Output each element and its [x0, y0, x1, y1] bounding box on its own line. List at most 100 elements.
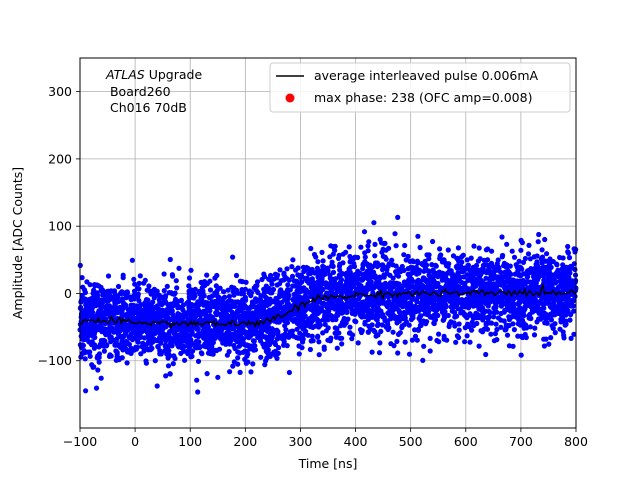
sample-point	[139, 329, 145, 335]
sample-point	[205, 350, 212, 356]
sample-point	[496, 267, 502, 273]
sample-point	[441, 317, 447, 323]
sample-point	[223, 334, 229, 340]
annotation-atlas: ATLAS	[105, 67, 145, 82]
sample-point	[538, 300, 544, 306]
sample-point	[333, 316, 339, 323]
sample-point	[286, 369, 292, 376]
sample-point	[488, 331, 494, 337]
sample-point	[84, 335, 90, 341]
sample-point	[506, 343, 512, 349]
sample-point	[156, 325, 162, 332]
sample-point	[410, 265, 416, 271]
sample-point	[175, 311, 181, 317]
sample-point	[414, 299, 420, 305]
annotation-upgrade: Upgrade	[145, 67, 203, 82]
sample-point	[145, 325, 151, 331]
sample-point	[415, 277, 421, 283]
sample-point	[387, 282, 393, 288]
sample-point	[155, 343, 161, 350]
sample-point	[327, 272, 333, 278]
sample-point	[522, 331, 528, 338]
sample-point	[412, 333, 419, 339]
sample-point	[305, 332, 311, 338]
sample-point	[421, 275, 427, 281]
sample-point	[502, 285, 508, 292]
sample-point	[161, 288, 167, 294]
sample-point	[296, 351, 302, 357]
sample-point	[515, 307, 521, 313]
sample-point	[120, 299, 126, 305]
sample-point	[522, 255, 529, 262]
sample-point	[228, 298, 234, 304]
sample-point	[227, 369, 233, 375]
sample-point	[441, 312, 447, 318]
sample-point	[339, 341, 345, 347]
sample-point	[338, 284, 344, 290]
sample-point	[96, 310, 102, 316]
sample-point	[328, 243, 334, 249]
sample-point	[245, 351, 251, 357]
sample-point	[95, 367, 101, 373]
sample-point	[224, 352, 230, 358]
sample-point	[559, 266, 565, 272]
sample-point	[528, 266, 534, 272]
sample-point	[247, 305, 253, 311]
sample-point	[221, 289, 227, 295]
sample-point	[309, 333, 315, 339]
sample-point	[527, 311, 533, 317]
sample-point	[468, 255, 474, 261]
sample-point	[299, 279, 305, 285]
sample-point	[137, 305, 143, 311]
sample-point	[395, 350, 401, 356]
sample-point	[362, 254, 368, 260]
sample-point	[166, 315, 172, 321]
sample-point	[488, 271, 494, 277]
sample-point	[481, 297, 487, 303]
y-tick-label: 300	[48, 84, 72, 99]
sample-point	[490, 264, 497, 270]
sample-point	[498, 303, 504, 309]
sample-point	[418, 318, 424, 324]
sample-point	[182, 335, 188, 341]
sample-point	[372, 241, 378, 247]
sample-point	[332, 306, 338, 312]
sample-point	[318, 272, 324, 278]
legend-point-swatch	[285, 93, 295, 103]
sample-point	[141, 335, 148, 341]
sample-point	[535, 239, 541, 245]
sample-point	[484, 281, 490, 287]
sample-point	[309, 289, 315, 295]
sample-point	[128, 317, 134, 323]
sample-point	[347, 281, 353, 287]
sample-point	[376, 350, 383, 356]
sample-point	[151, 289, 157, 295]
sample-point	[446, 278, 452, 284]
sample-point	[534, 319, 540, 325]
sample-point	[109, 295, 115, 301]
sample-point	[242, 356, 248, 362]
sample-point	[109, 325, 115, 331]
sample-point	[240, 316, 246, 322]
sample-point	[369, 349, 375, 355]
sample-point	[509, 308, 515, 314]
sample-point	[185, 343, 191, 349]
sample-point	[382, 280, 388, 286]
sample-point	[101, 326, 107, 332]
sample-point	[258, 293, 264, 299]
sample-point	[437, 285, 444, 291]
sample-point	[254, 283, 260, 289]
sample-point	[135, 285, 141, 291]
sample-point	[120, 303, 126, 309]
sample-point	[375, 332, 381, 338]
atlas-annotation: ATLAS Upgrade Board260 Ch016 70dB	[105, 67, 202, 115]
sample-point	[215, 374, 221, 380]
sample-point	[224, 341, 230, 347]
sample-point	[156, 292, 162, 298]
sample-point	[420, 357, 426, 363]
sample-point	[285, 288, 291, 295]
sample-point	[339, 306, 345, 312]
sample-point	[445, 247, 451, 253]
sample-point	[195, 309, 201, 315]
sample-point	[146, 283, 152, 289]
